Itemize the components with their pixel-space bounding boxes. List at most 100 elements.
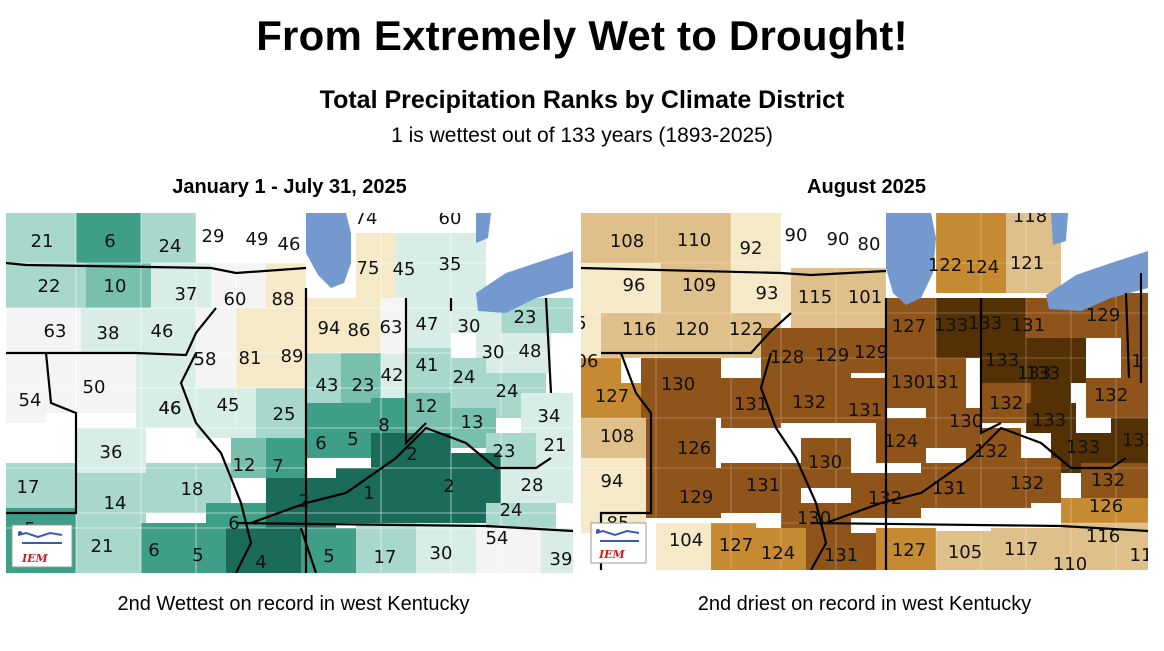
district-rank-label: 129 bbox=[815, 345, 849, 366]
district-rank-label: 104 bbox=[669, 530, 703, 551]
district-rank-label: 18 bbox=[181, 479, 204, 500]
district-rank-label: 60 bbox=[439, 213, 462, 229]
district-region bbox=[46, 353, 136, 413]
district-rank-label: 101 bbox=[848, 287, 882, 308]
district-region bbox=[336, 468, 416, 523]
district-rank-label: 122 bbox=[928, 255, 962, 276]
district-region bbox=[76, 428, 146, 473]
district-rank-label: 4 bbox=[255, 552, 266, 573]
district-rank-label: 1 bbox=[1131, 351, 1142, 372]
district-region bbox=[406, 213, 491, 233]
district-rank-label: 131 bbox=[734, 394, 768, 415]
district-region bbox=[406, 298, 451, 348]
district-rank-label: 108 bbox=[600, 426, 634, 447]
district-region bbox=[876, 418, 926, 463]
district-region bbox=[306, 403, 341, 458]
district-region bbox=[936, 298, 981, 358]
district-rank-label: 130 bbox=[949, 411, 983, 432]
district-region bbox=[146, 383, 196, 428]
district-rank-label: 17 bbox=[374, 547, 397, 568]
district-rank-label: 127 bbox=[892, 540, 926, 561]
district-region bbox=[761, 328, 811, 378]
district-fills-right bbox=[581, 213, 1148, 570]
district-rank-label: 22 bbox=[38, 276, 61, 297]
district-rank-label: 129 bbox=[679, 487, 713, 508]
district-region bbox=[6, 308, 81, 353]
district-rank-label: 132 bbox=[974, 441, 1008, 462]
district-rank-label: 81 bbox=[239, 348, 262, 369]
district-region bbox=[1121, 338, 1148, 383]
district-region bbox=[76, 213, 141, 263]
district-region bbox=[981, 383, 1031, 423]
district-region bbox=[581, 458, 646, 513]
district-rank-label: 45 bbox=[393, 259, 416, 280]
district-region bbox=[791, 268, 836, 328]
district-rank-label: 5 bbox=[581, 313, 587, 334]
district-region bbox=[266, 308, 306, 388]
district-rank-label: 5 bbox=[192, 545, 203, 566]
district-rank-label: 6 bbox=[315, 433, 326, 454]
rank-explanation-note: 1 is wettest out of 133 years (1893-2025… bbox=[391, 124, 773, 147]
district-region bbox=[886, 298, 936, 358]
district-region bbox=[641, 358, 721, 418]
district-rank-label: 93 bbox=[756, 283, 779, 304]
district-rank-label: 49 bbox=[246, 229, 269, 250]
district-rank-label: 124 bbox=[761, 543, 795, 564]
district-region bbox=[656, 523, 716, 570]
district-region bbox=[781, 378, 841, 423]
district-rank-label: 46 bbox=[159, 398, 182, 419]
district-rank-label: 6 bbox=[104, 231, 115, 252]
district-rank-label: 29 bbox=[202, 226, 225, 247]
district-region bbox=[541, 528, 573, 573]
district-rank-label: 30 bbox=[458, 316, 481, 337]
district-rank-label: 132 bbox=[1010, 473, 1044, 494]
iem-logo: IEM bbox=[11, 524, 73, 568]
district-rank-label: 14 bbox=[104, 493, 127, 514]
district-region bbox=[811, 328, 851, 378]
district-rank-label: 21 bbox=[91, 536, 114, 557]
district-rank-label: 116 bbox=[622, 319, 656, 340]
district-rank-label: 94 bbox=[318, 318, 341, 339]
district-rank-label: 46 bbox=[151, 321, 174, 342]
district-rank-label: 126 bbox=[1089, 496, 1123, 517]
district-rank-label: 133 bbox=[1026, 363, 1060, 384]
district-rank-label: 42 bbox=[381, 365, 404, 386]
district-region bbox=[181, 523, 226, 573]
district-rank-label: 11 bbox=[1130, 545, 1148, 566]
right-panel-caption: 2nd driest on record in west Kentucky bbox=[697, 593, 1032, 615]
district-rank-label: 74 bbox=[355, 213, 378, 229]
district-region bbox=[136, 308, 196, 353]
district-region bbox=[661, 313, 721, 358]
district-rank-label: 24 bbox=[159, 236, 182, 257]
district-region bbox=[841, 378, 886, 423]
district-rank-label: 132 bbox=[989, 393, 1023, 414]
district-region bbox=[756, 528, 806, 570]
district-rank-label: 6 bbox=[148, 540, 159, 561]
district-rank-label: 63 bbox=[380, 317, 403, 338]
district-region bbox=[536, 433, 573, 473]
district-rank-label: 50 bbox=[83, 377, 106, 398]
district-rank-label: 115 bbox=[798, 287, 832, 308]
district-rank-label: 39 bbox=[550, 549, 573, 570]
iem-logo-text: IEM bbox=[598, 548, 626, 561]
district-rank-label: 24 bbox=[453, 367, 476, 388]
district-region bbox=[486, 503, 556, 528]
district-rank-label: 28 bbox=[521, 475, 544, 496]
district-rank-label: 30 bbox=[430, 543, 453, 564]
district-region bbox=[801, 438, 851, 488]
district-region bbox=[76, 473, 146, 523]
district-region bbox=[981, 298, 1026, 343]
district-rank-label: 122 bbox=[729, 319, 763, 340]
lake-huron bbox=[476, 213, 491, 243]
district-region bbox=[86, 263, 151, 308]
district-region bbox=[601, 313, 661, 358]
district-rank-label: 128 bbox=[770, 347, 804, 368]
district-rank-label: 130 bbox=[808, 452, 842, 473]
district-region bbox=[231, 438, 266, 478]
district-rank-label: 45 bbox=[217, 395, 240, 416]
district-rank-label: 96 bbox=[623, 275, 646, 296]
district-region bbox=[711, 523, 756, 570]
district-region bbox=[6, 263, 86, 308]
